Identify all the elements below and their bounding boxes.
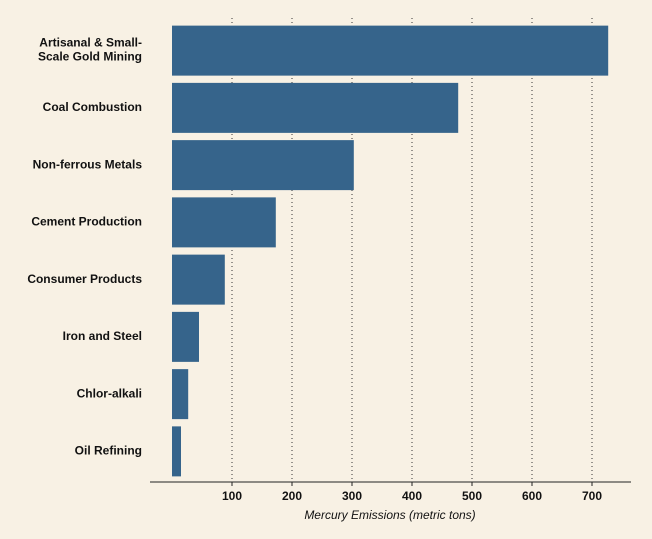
y-tick-label: Artisanal & Small-Scale Gold Mining — [38, 36, 142, 64]
y-tick-label: Chlor-alkali — [77, 386, 142, 400]
bar — [172, 140, 354, 191]
x-tick-label: 200 — [282, 489, 302, 503]
y-tick-label: Coal Combustion — [43, 100, 142, 114]
bar — [172, 311, 199, 362]
x-tick-label: 300 — [342, 489, 362, 503]
x-axis-label: Mercury Emissions (metric tons) — [304, 508, 475, 522]
x-tick-label: 100 — [222, 489, 242, 503]
y-tick-label: Oil Refining — [75, 444, 142, 458]
bar — [172, 426, 181, 477]
y-tick-label: Iron and Steel — [63, 329, 142, 343]
y-tick-label: Non-ferrous Metals — [33, 157, 143, 171]
y-tick-label: Consumer Products — [27, 272, 142, 286]
bar — [172, 254, 225, 305]
x-tick-label: 600 — [522, 489, 542, 503]
x-tick-label: 400 — [402, 489, 422, 503]
bar — [172, 82, 459, 133]
bar — [172, 369, 189, 420]
y-tick-label: Cement Production — [31, 215, 142, 229]
x-tick-label: 500 — [462, 489, 482, 503]
x-tick-label: 700 — [582, 489, 602, 503]
bar — [172, 25, 609, 76]
bar — [172, 197, 276, 248]
